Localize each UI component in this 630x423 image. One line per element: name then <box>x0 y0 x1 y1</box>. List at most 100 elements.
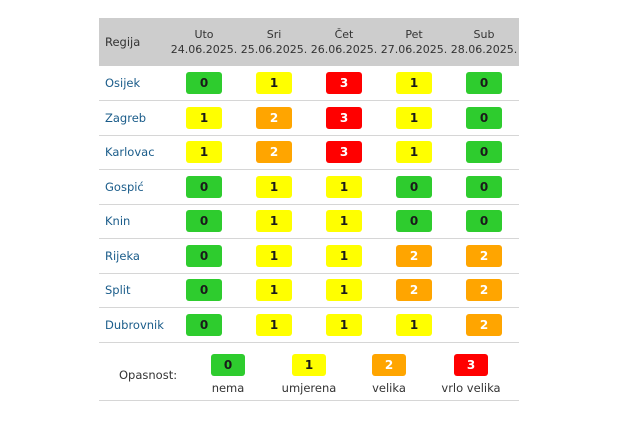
danger-level-badge: 1 <box>396 72 432 94</box>
danger-level-badge: 1 <box>326 244 362 267</box>
region-link[interactable]: Zagreb <box>105 110 147 125</box>
forecast-cell: 1 <box>239 273 309 308</box>
forecast-cell: 2 <box>239 135 309 170</box>
day-date: 25.06.2025. <box>240 43 308 56</box>
fire-danger-forecast: Regija Uto 24.06.2025. Sri 25.06.2025. Č… <box>99 18 519 401</box>
day-date: 28.06.2025. <box>450 43 518 56</box>
danger-level-badge: 1 <box>326 175 362 198</box>
danger-level-badge: 1 <box>186 106 222 129</box>
region-link[interactable]: Dubrovnik <box>105 317 164 332</box>
region-link[interactable]: Osijek <box>105 76 141 90</box>
forecast-cell: 0 <box>169 273 239 308</box>
day-column-header: Pet 27.06.2025. <box>379 18 449 66</box>
danger-level-badge: 2 <box>466 244 502 267</box>
forecast-cell: 1 <box>309 204 379 239</box>
danger-level-badge: 0 <box>186 72 222 94</box>
danger-level-badge: 1 <box>256 72 292 94</box>
table-row: Rijeka 0 1 1 2 2 <box>99 239 519 274</box>
forecast-cell: 0 <box>449 170 519 205</box>
forecast-cell: 3 <box>309 101 379 136</box>
forecast-cell: 1 <box>239 66 309 101</box>
danger-level-badge: 1 <box>256 175 292 198</box>
danger-level-badge: 1 <box>396 313 432 336</box>
region-link[interactable]: Karlovac <box>105 145 155 160</box>
danger-level-badge: 0 <box>466 210 502 233</box>
danger-level-badge: 1 <box>326 210 362 233</box>
table-row: Knin 0 1 1 0 0 <box>99 204 519 239</box>
danger-level-badge: 2 <box>466 313 502 336</box>
forecast-cell: 0 <box>449 101 519 136</box>
table-row: Dubrovnik 0 1 1 1 2 <box>99 308 519 343</box>
danger-level-badge: 0 <box>466 141 502 164</box>
day-column-header: Sri 25.06.2025. <box>239 18 309 66</box>
forecast-cell: 1 <box>169 101 239 136</box>
danger-level-badge: 1 <box>396 141 432 164</box>
forecast-cell: 1 <box>309 239 379 274</box>
legend-title: Opasnost: <box>119 368 178 382</box>
danger-level-badge: 1 <box>326 313 362 336</box>
danger-level-badge: 0 <box>466 175 502 198</box>
danger-level-badge: 0 <box>466 106 502 129</box>
legend-label: velika <box>372 381 406 395</box>
danger-level-badge: 1 <box>256 210 292 233</box>
forecast-cell: 0 <box>169 308 239 343</box>
forecast-cell: 2 <box>379 239 449 274</box>
table-row: Osijek 0 1 3 1 0 <box>99 66 519 101</box>
danger-legend: Opasnost: 0 nema 1 umjerena 2 velika 3 v… <box>99 344 519 401</box>
forecast-cell: 0 <box>449 66 519 101</box>
forecast-cell: 1 <box>379 135 449 170</box>
danger-level-badge: 3 <box>326 106 362 129</box>
danger-level-badge: 1 <box>186 141 222 164</box>
forecast-cell: 1 <box>169 135 239 170</box>
forecast-cell: 1 <box>309 170 379 205</box>
table-header-row: Regija Uto 24.06.2025. Sri 25.06.2025. Č… <box>99 18 519 66</box>
day-date: 27.06.2025. <box>380 43 448 56</box>
region-link[interactable]: Split <box>105 283 131 298</box>
region-link[interactable]: Rijeka <box>105 248 140 263</box>
danger-level-badge: 2 <box>466 279 502 302</box>
danger-level-badge: 0 <box>466 72 502 94</box>
day-name: Uto <box>194 28 214 41</box>
danger-level-badge: 2 <box>256 141 292 164</box>
danger-level-badge: 0 <box>396 175 432 198</box>
danger-level-badge: 1 <box>256 244 292 267</box>
forecast-cell: 3 <box>309 66 379 101</box>
legend-item: 2 velika <box>349 354 429 395</box>
region-link[interactable]: Knin <box>105 214 131 229</box>
forecast-table-body: Osijek 0 1 3 1 0 Zagreb 1 2 3 1 0 Karlovac 1 2 3 1 0 Gospi… <box>99 66 519 342</box>
danger-level-badge: 2 <box>396 244 432 267</box>
legend-item: 3 vrlo velika <box>431 354 511 395</box>
legend-item: 0 nema <box>188 354 268 395</box>
day-name: Sri <box>266 28 282 41</box>
forecast-cell: 1 <box>309 308 379 343</box>
day-date: 24.06.2025. <box>170 43 238 56</box>
forecast-cell: 2 <box>449 239 519 274</box>
forecast-cell: 2 <box>239 101 309 136</box>
legend-label: umjerena <box>281 381 337 395</box>
forecast-cell: 1 <box>309 273 379 308</box>
forecast-cell: 0 <box>449 204 519 239</box>
legend-label: nema <box>211 381 245 395</box>
legend-label: vrlo velika <box>441 381 501 395</box>
region-column-header: Regija <box>105 35 141 49</box>
forecast-cell: 2 <box>379 273 449 308</box>
forecast-cell: 0 <box>169 66 239 101</box>
day-column-header: Čet 26.06.2025. <box>309 18 379 66</box>
forecast-cell: 1 <box>239 170 309 205</box>
forecast-cell: 0 <box>379 170 449 205</box>
danger-level-badge: 1 <box>256 313 292 336</box>
legend-badge: 0 <box>211 354 245 376</box>
danger-level-badge: 0 <box>186 313 222 336</box>
danger-level-badge: 3 <box>326 141 362 164</box>
forecast-cell: 1 <box>239 239 309 274</box>
forecast-cell: 1 <box>379 101 449 136</box>
legend-badge: 1 <box>292 354 326 376</box>
table-row: Karlovac 1 2 3 1 0 <box>99 135 519 170</box>
danger-level-badge: 3 <box>326 72 362 94</box>
danger-level-badge: 2 <box>256 106 292 129</box>
danger-level-badge: 0 <box>186 210 222 233</box>
danger-level-badge: 1 <box>396 106 432 129</box>
region-link[interactable]: Gospić <box>105 179 144 194</box>
legend-badge: 3 <box>454 354 488 376</box>
forecast-cell: 2 <box>449 308 519 343</box>
